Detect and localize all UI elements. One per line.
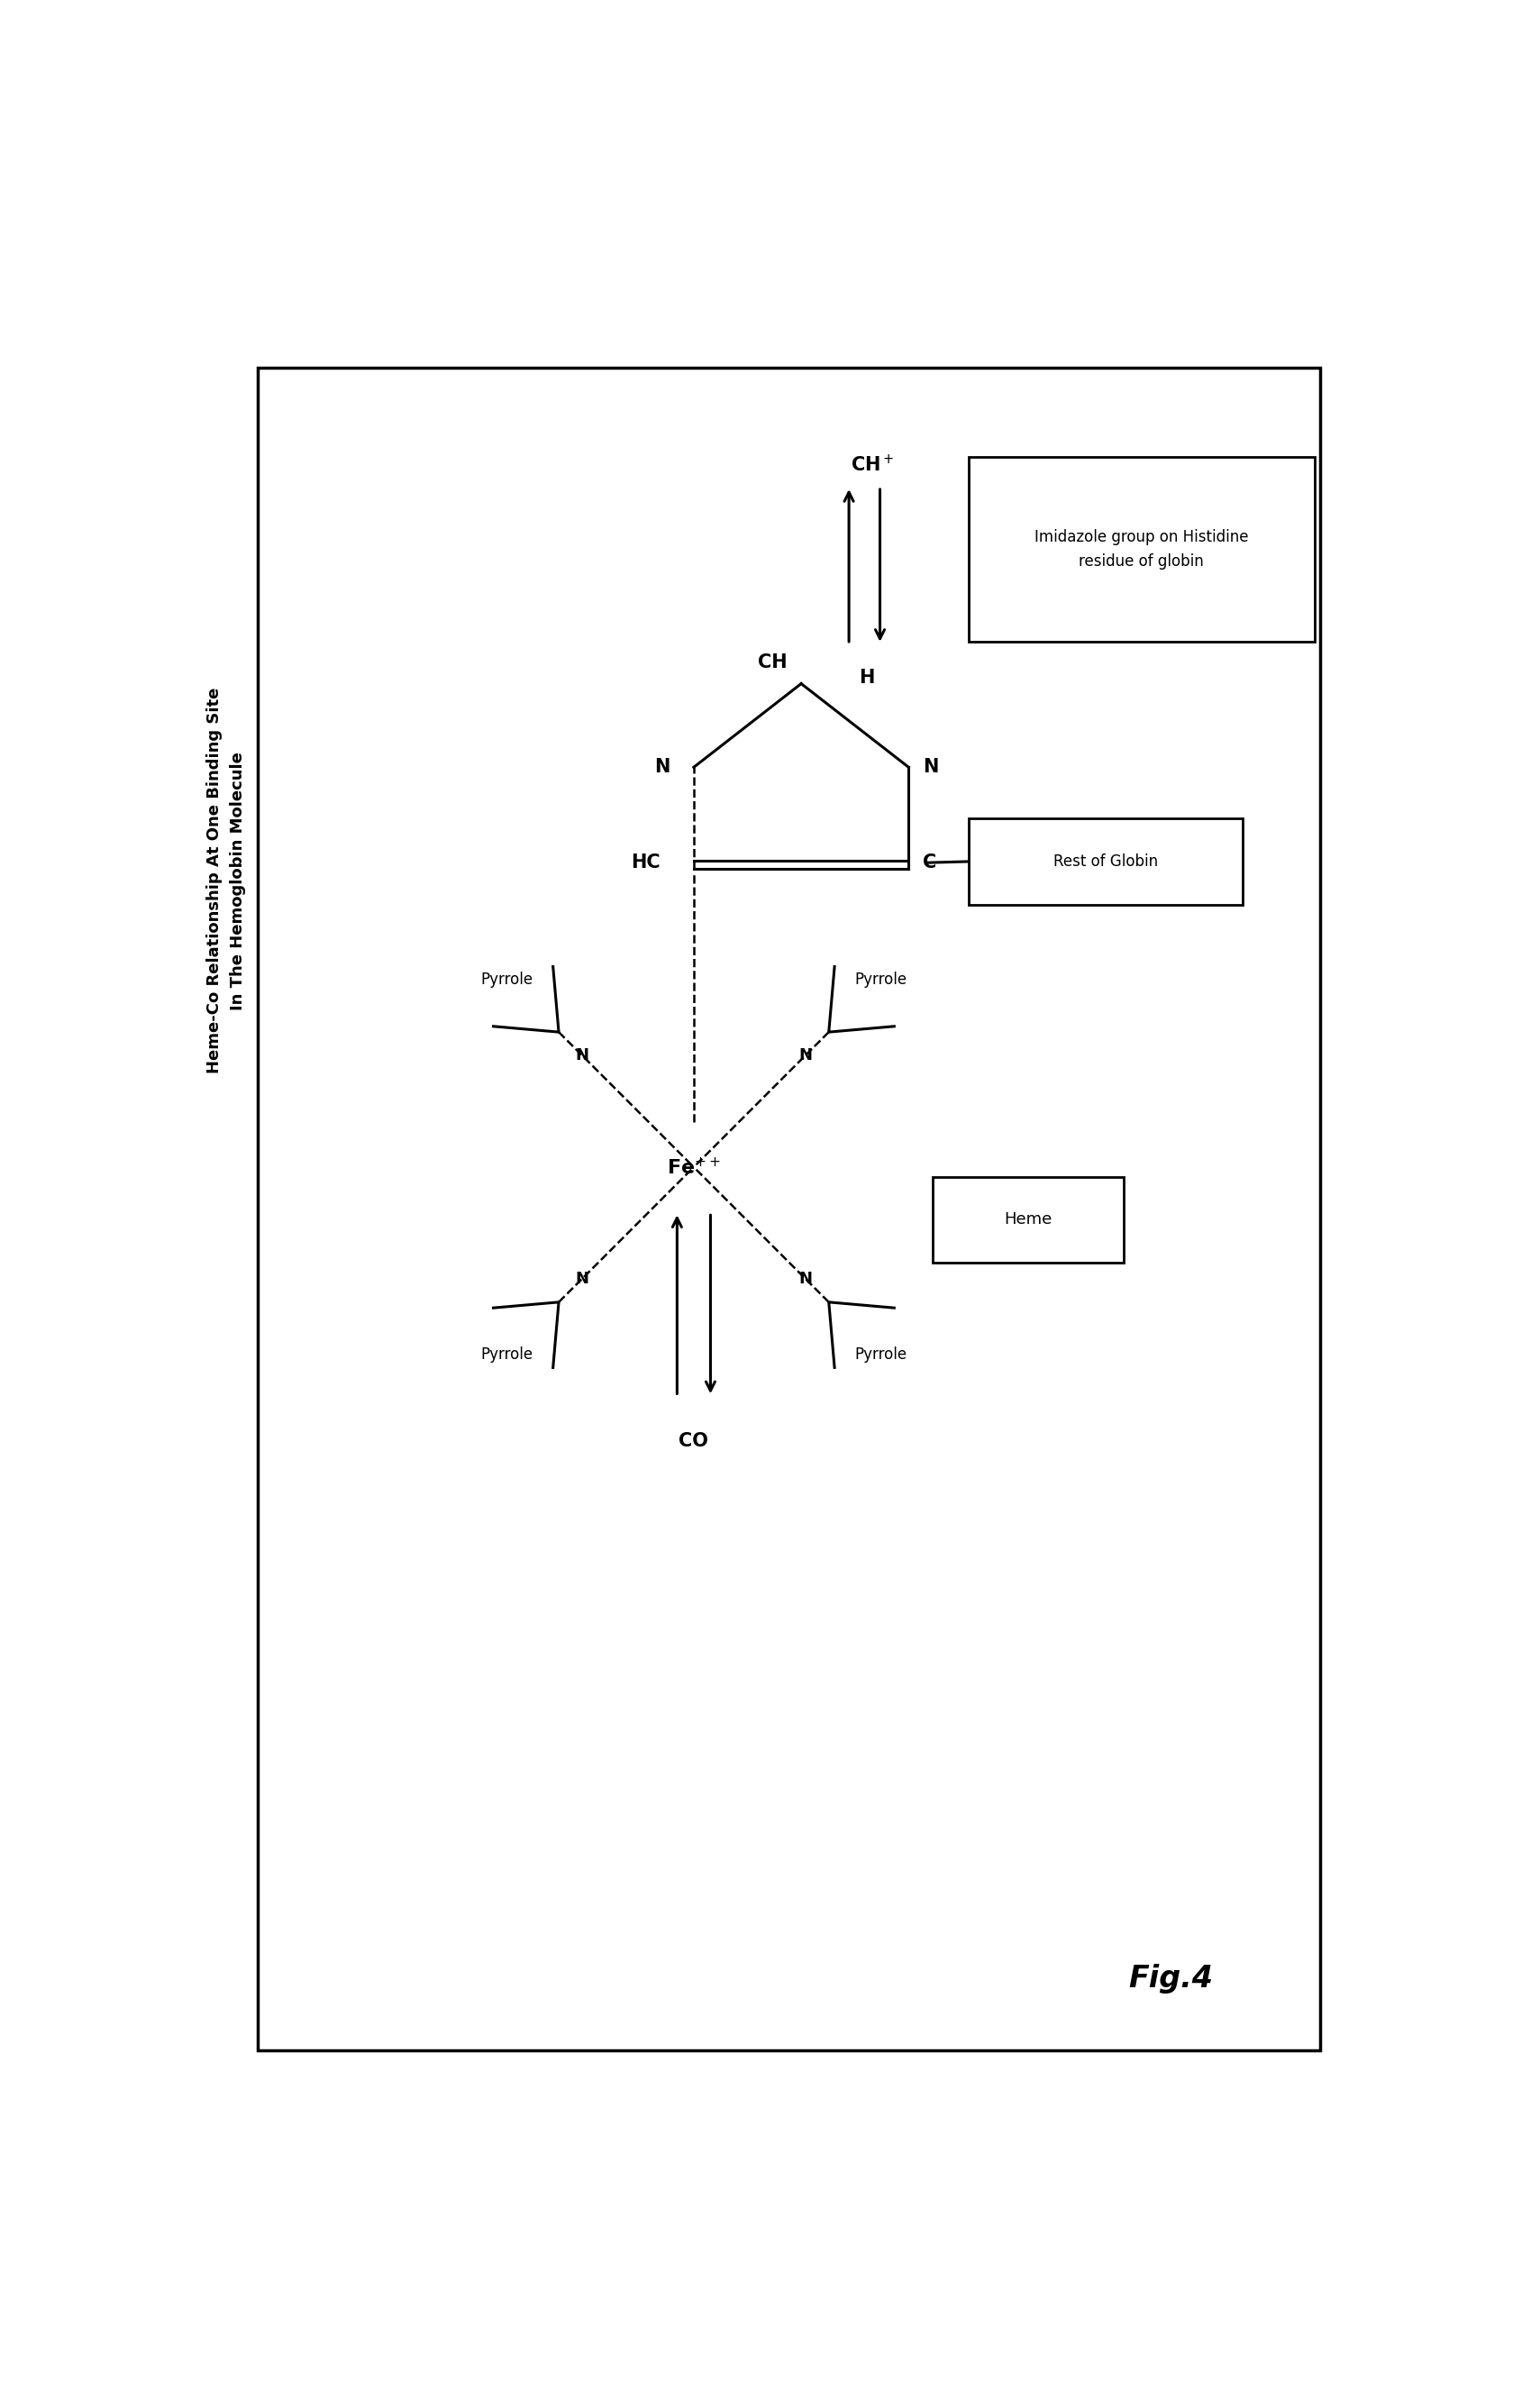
Bar [969,457,1315,641]
Bar [969,819,1243,905]
Text: Pyrrole: Pyrrole [855,972,907,989]
Text: CH: CH [758,653,787,672]
Text: N: N [576,1048,590,1065]
Text: CO: CO [679,1432,708,1451]
Text: Pyrrole: Pyrrole [855,1346,907,1363]
Text: N: N [798,1270,812,1286]
Bar [259,367,1320,2051]
Text: N: N [798,1048,812,1065]
Text: CH$^+$: CH$^+$ [852,453,895,474]
Text: Fig.4: Fig.4 [1129,1963,1214,1994]
Text: HC: HC [631,853,661,872]
Text: Heme-Co Relationship At One Binding Site
In The Hemoglobin Molecule: Heme-Co Relationship At One Binding Site… [206,688,246,1074]
Text: H: H [858,669,875,686]
Bar [933,1177,1124,1262]
Text: Fe$^{++}$: Fe$^{++}$ [667,1158,721,1177]
Text: Heme: Heme [1004,1212,1052,1227]
Text: C: C [922,853,936,872]
Text: Rest of Globin: Rest of Globin [1053,853,1158,869]
Text: Pyrrole: Pyrrole [480,1346,533,1363]
Text: Pyrrole: Pyrrole [480,972,533,989]
Text: N: N [922,757,938,777]
Text: Imidazole group on Histidine
residue of globin: Imidazole group on Histidine residue of … [1035,529,1249,569]
Text: N: N [654,757,670,777]
Text: N: N [576,1270,590,1286]
